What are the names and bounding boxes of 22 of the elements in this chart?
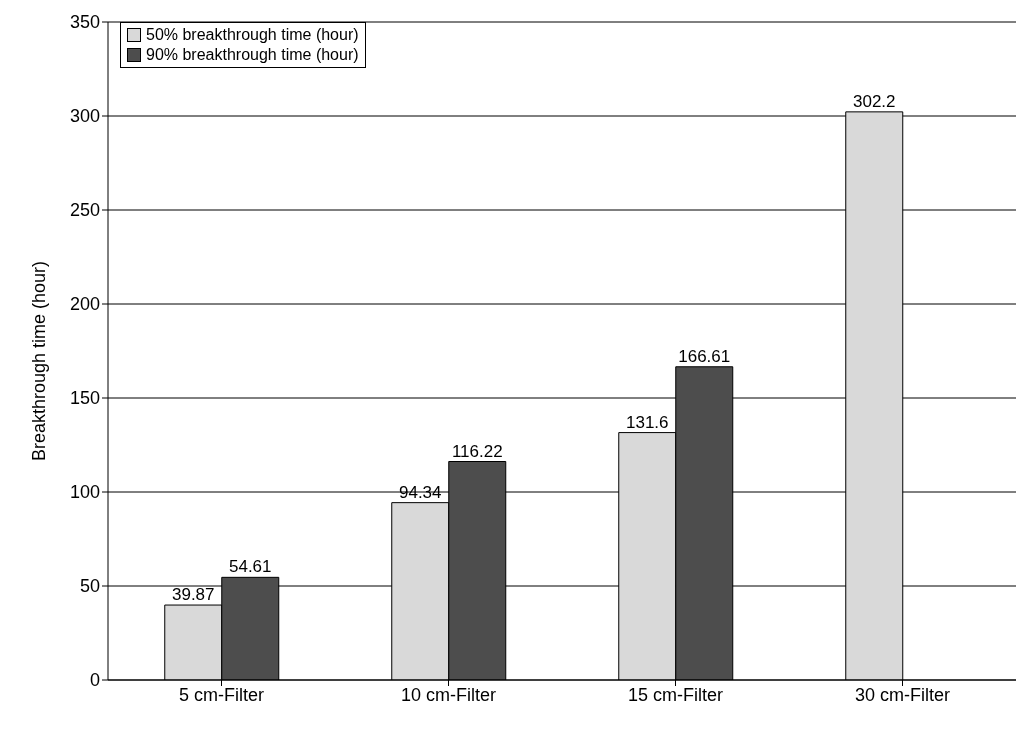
data-label: 116.22 [451,441,503,461]
x-tick-label: 30 cm-Filter [854,684,951,705]
data-label: 39.87 [171,585,215,605]
data-label: 302.2 [852,91,896,111]
y-tick-label: 350 [69,12,100,33]
legend-label: 90% breakthrough time (hour) [146,45,359,65]
y-tick-label: 300 [69,106,100,127]
y-axis-title: Breakthrough time (hour) [29,260,50,461]
y-tick-label: 100 [69,482,100,503]
y-tick-label: 250 [69,200,100,221]
data-label: 131.6 [625,412,669,432]
x-tick-label: 5 cm-Filter [179,684,264,705]
data-label: 166.61 [678,346,731,366]
y-tick-label: 150 [69,388,100,409]
y-tick-label: 50 [79,576,100,597]
data-label: 94.34 [398,482,442,502]
y-tick-label: 0 [89,670,100,691]
y-tick-label: 200 [69,294,100,315]
x-tick-label: 15 cm-Filter [627,684,724,705]
x-tick-label: 10 cm-Filter [400,684,497,705]
data-label: 54.61 [228,557,272,577]
legend-label: 50% breakthrough time (hour) [146,25,359,45]
